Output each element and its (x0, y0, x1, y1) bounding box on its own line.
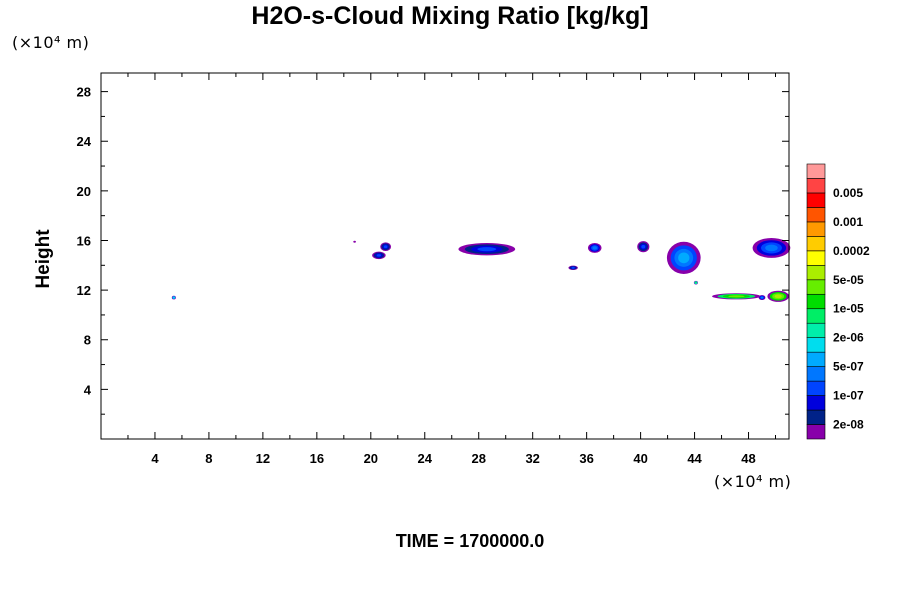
y-tick-label: 28 (77, 85, 91, 100)
x-tick-label: 24 (418, 451, 433, 466)
cloud-patch (641, 244, 646, 249)
cloud-patch (760, 296, 764, 299)
x-tick-label: 48 (741, 451, 755, 466)
x-unit-label: (×10⁴ m) (714, 472, 792, 491)
cloud-patch (383, 245, 388, 249)
cloud-patch (592, 246, 597, 250)
cloud-patch (678, 252, 690, 264)
colorbar-label: 0.005 (833, 186, 863, 200)
colorbar-swatch (806, 236, 826, 252)
cloud-patch (172, 296, 175, 299)
colorbar-label: 1e-05 (833, 302, 864, 316)
colorbar-swatch (806, 250, 826, 266)
colorbar-label: 1e-07 (833, 389, 864, 403)
cloud-patch (477, 247, 497, 252)
time-label: TIME = 1700000.0 (395, 531, 545, 551)
cloud-patch (376, 254, 382, 257)
colorbar-label: 5e-07 (833, 360, 864, 374)
colorbar-swatch (806, 265, 826, 281)
y-tick-label: 16 (77, 233, 91, 248)
cloud-patch (765, 244, 778, 252)
colorbar-swatch (806, 322, 826, 338)
colorbar-swatch (806, 337, 826, 353)
cloud-patch (571, 266, 575, 269)
colorbar-swatch (806, 207, 826, 223)
chart-title: H2O-s-Cloud Mixing Ratio [kg/kg] (251, 2, 649, 30)
y-tick-label: 12 (77, 283, 91, 298)
cloud-patch (774, 294, 782, 299)
x-tick-label: 36 (579, 451, 593, 466)
colorbar-swatch (806, 221, 826, 237)
colorbar-swatch (806, 293, 826, 310)
colorbar-label: 2e-06 (833, 331, 864, 345)
x-tick-label: 8 (205, 451, 212, 466)
colorbar-swatch (806, 409, 826, 425)
colorbar: 2e-08 1e-07 5e-07 2e-06 1e-05 5e-05 0.0002 0.00… (806, 163, 870, 440)
colorbar-swatch (806, 192, 826, 208)
colorbar-label: 2e-08 (833, 418, 864, 432)
y-tick-label: 4 (84, 382, 92, 397)
colorbar-swatch (806, 395, 826, 411)
x-tick-label: 28 (471, 451, 485, 466)
colorbar-label: 0.001 (833, 215, 863, 229)
x-tick-label: 4 (151, 451, 159, 466)
colorbar-swatch (806, 366, 826, 382)
colorbar-swatch (806, 380, 826, 396)
y-unit-label: (×10⁴ m) (12, 33, 90, 52)
cloud-patch (728, 295, 745, 298)
colorbar-label: 5e-05 (833, 273, 864, 287)
x-tick-label: 44 (687, 451, 702, 466)
x-tick-label: 20 (364, 451, 378, 466)
y-tick-label: 8 (84, 333, 91, 348)
x-tick-label: 40 (633, 451, 647, 466)
cloud-patch (694, 281, 697, 284)
cloud-patch (353, 240, 356, 243)
x-tick-label: 16 (310, 451, 324, 466)
y-tick-label: 24 (77, 134, 92, 149)
colorbar-swatch (806, 279, 826, 295)
x-tick-label: 12 (256, 451, 270, 466)
colorbar-swatch (806, 308, 826, 324)
plot-frame (100, 72, 790, 440)
colorbar-swatch (806, 178, 826, 194)
x-tick-label: 32 (525, 451, 539, 466)
cloud-layer (171, 238, 791, 302)
colorbar-label: 0.0002 (833, 244, 870, 258)
y-tick-label: 20 (77, 184, 91, 199)
colorbar-swatch (806, 424, 826, 440)
colorbar-swatch (806, 351, 826, 367)
colorbar-swatch (806, 163, 826, 179)
